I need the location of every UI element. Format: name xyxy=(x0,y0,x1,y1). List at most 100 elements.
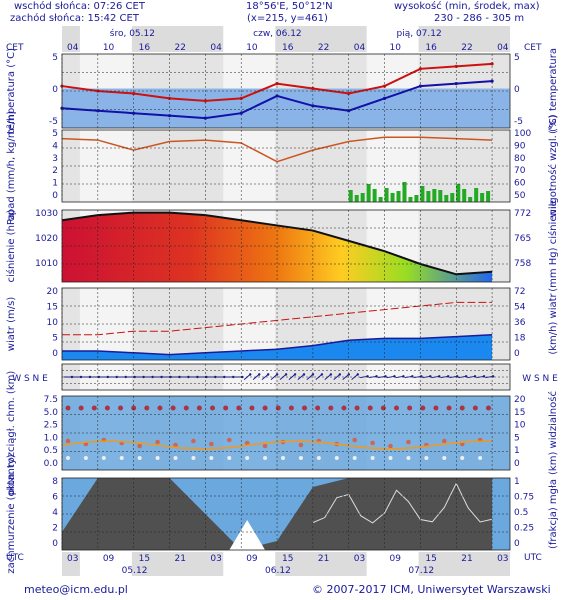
top-hour-label: 04 xyxy=(210,43,222,53)
footer-email[interactable]: meteo@icm.edu.pl xyxy=(24,583,128,596)
precip-bar xyxy=(438,190,443,202)
panel-frame xyxy=(61,129,511,203)
wind-arrow-head xyxy=(88,375,92,379)
cover-tick: 6 xyxy=(52,493,58,503)
bottom-hour-label: 03 xyxy=(354,554,365,564)
top-hour-label: 22 xyxy=(461,43,472,53)
temp-point xyxy=(418,67,422,71)
precip-bar xyxy=(450,193,455,202)
temp-point xyxy=(203,99,207,103)
pressure-tick-right: 772 xyxy=(514,209,531,219)
wind-arrow-head xyxy=(284,373,288,376)
cloud-mid-dot xyxy=(65,438,71,444)
coords-text: 18°56'E, 50°12'N xyxy=(246,1,333,12)
top-hour-label: 04 xyxy=(67,43,79,53)
cloud-top-dot xyxy=(223,405,229,411)
temp-point xyxy=(490,79,494,83)
precip-bar xyxy=(360,193,365,202)
precip-bar xyxy=(444,195,449,202)
top-axis-bg xyxy=(62,26,510,52)
wind-arrow xyxy=(342,373,350,380)
cloud-mid-dot xyxy=(262,443,268,449)
cloud-mid-dot xyxy=(155,439,160,445)
fog-right-label: (frakcja) mgła xyxy=(548,479,559,549)
bottom-hour-label: 03 xyxy=(210,554,221,564)
wind-arrow-head xyxy=(302,373,306,376)
temp-point xyxy=(311,104,315,108)
visibility-tick: 5 xyxy=(514,433,520,443)
cloud-tick: 0.0 xyxy=(44,459,59,469)
below-zero-area xyxy=(62,88,510,128)
wind-arrow-head xyxy=(223,375,226,379)
wind-arrow-head xyxy=(249,373,252,376)
cloud-mid-dot xyxy=(406,439,411,445)
cloud-base-dot xyxy=(245,456,250,460)
bottom-hour-label: 15 xyxy=(282,554,293,564)
top-tz-right: CET xyxy=(524,43,542,53)
grid-text: (x=215, y=461) xyxy=(247,13,328,24)
cloud-top-dot xyxy=(262,405,268,411)
cover-tick: 8 xyxy=(52,477,58,487)
precip-bar xyxy=(378,197,383,202)
cloud-top-dot xyxy=(78,405,84,411)
panel-frame xyxy=(61,363,511,391)
precip-bar xyxy=(372,189,377,202)
winddir-right-label: W S N E xyxy=(522,374,558,384)
bottom-axis-day-band xyxy=(366,552,419,576)
precip-bar xyxy=(408,197,413,202)
temp-tick: 5 xyxy=(52,53,58,63)
cloud-base-dot xyxy=(137,456,142,460)
wind-arrow-head xyxy=(293,373,297,376)
wind-tick: 5 xyxy=(52,334,58,344)
top-axis-day-band xyxy=(366,26,419,52)
wind-arrow-head xyxy=(160,375,163,379)
bottom-hour-label: 09 xyxy=(246,554,258,564)
bottom-tz-left: UTC xyxy=(6,553,24,563)
cloud-top-dot xyxy=(104,405,110,411)
cloud-top-dot xyxy=(459,405,465,411)
top-hour-label: 10 xyxy=(390,43,402,53)
precip-bar xyxy=(396,191,401,202)
wind-arrow-shaft xyxy=(252,374,260,380)
wind-arrow-shaft xyxy=(261,374,269,380)
bottom-hour-label: 15 xyxy=(425,554,436,564)
wind-arrow-shaft xyxy=(368,375,377,379)
cloud-base-dot xyxy=(209,456,214,460)
precip-tick: 1 xyxy=(52,179,58,189)
wind-arrow-shaft xyxy=(342,374,350,380)
bottom-axis-bg xyxy=(62,552,510,576)
cloud-base-dot xyxy=(334,456,339,460)
cloud-base-dot xyxy=(316,456,321,460)
cloud-mid-dot xyxy=(244,440,250,446)
wind-arrow xyxy=(449,375,459,379)
cloud-top-dot xyxy=(196,405,202,411)
humidity-tick: 50 xyxy=(514,191,526,201)
cloud-base-dot xyxy=(119,456,124,460)
precip-bar xyxy=(468,197,473,202)
cloud-base-dot xyxy=(173,456,178,460)
wind-arrow-head xyxy=(79,375,83,379)
wind-tick-right: 54 xyxy=(514,303,526,313)
cloud-top-dot xyxy=(420,405,426,411)
wind-tick: 20 xyxy=(47,287,59,297)
cloud-top-dot xyxy=(380,405,386,411)
top-hour-label: 04 xyxy=(354,43,366,53)
bottom-hour-label: 03 xyxy=(67,554,78,564)
wind-arrow-shaft xyxy=(485,375,494,379)
temp-point xyxy=(132,91,136,96)
wind-arrow-head xyxy=(115,375,118,379)
cover-tick: 2 xyxy=(52,524,58,534)
cloud-mid-dot xyxy=(209,441,214,447)
pressure-right-label: (mm Hg) ciśnienie xyxy=(547,200,559,292)
footer-copyright: © 2007-2017 ICM, Uniwersytet Warszawski xyxy=(312,583,551,596)
cloud-top-dot xyxy=(249,405,255,411)
top-axis-day-band xyxy=(223,26,276,52)
pressure-tick-right: 765 xyxy=(514,234,531,244)
pressure-tick: 1030 xyxy=(35,209,58,219)
top-hour-label: 10 xyxy=(103,43,115,53)
temp-tick-right: -5 xyxy=(514,117,523,127)
temp-tick-right: 0 xyxy=(514,85,520,95)
alt-title-text: wysokość (min, środek, max) xyxy=(394,1,540,12)
bottom-hour-label: 09 xyxy=(103,554,115,564)
